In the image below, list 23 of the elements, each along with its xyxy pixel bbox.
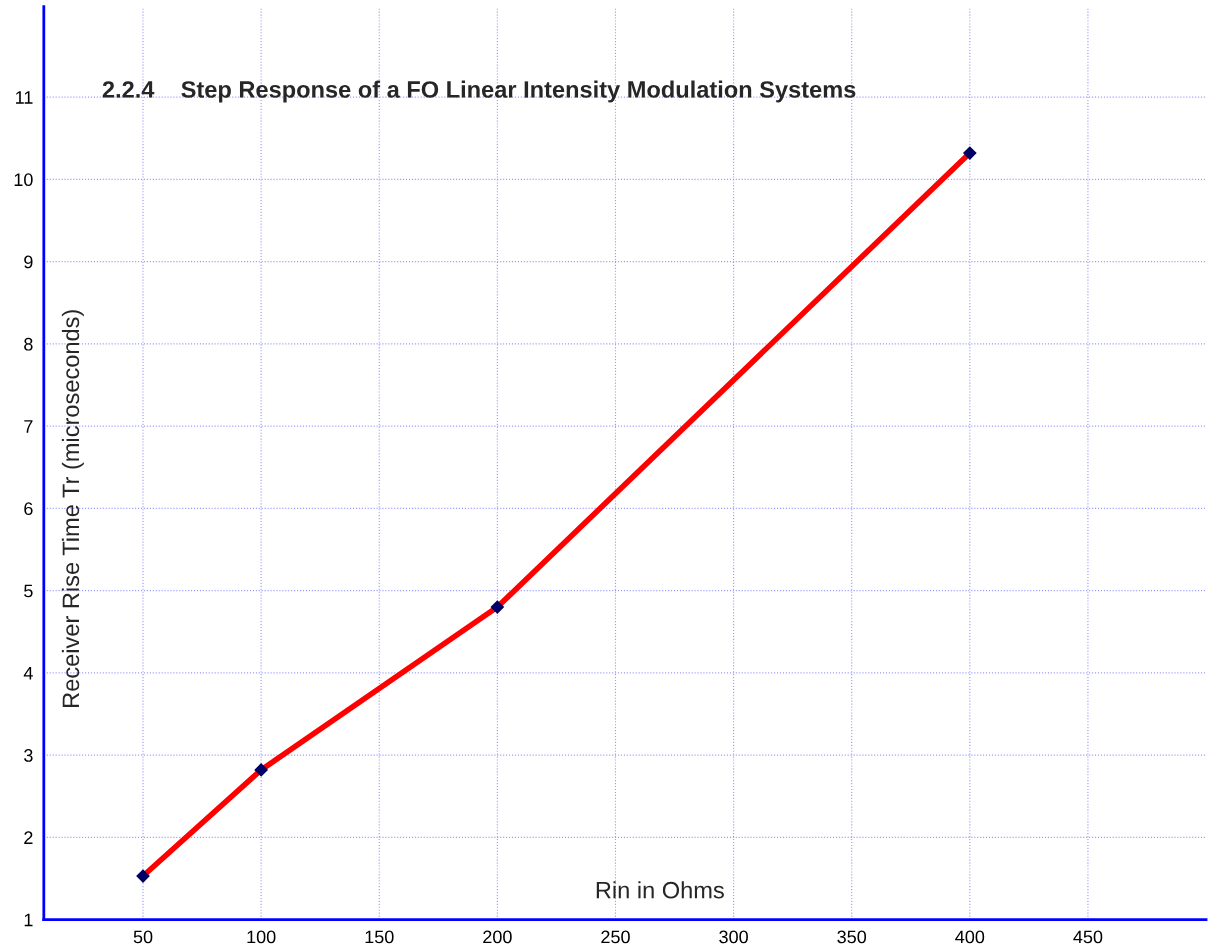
y-tick-label: 2 [24, 831, 33, 844]
x-tick-label: 300 [719, 930, 748, 944]
y-tick-label: 10 [14, 173, 33, 187]
x-tick-label: 150 [365, 930, 394, 944]
y-tick-label: 8 [24, 337, 33, 351]
y-tick-label: 1 [24, 913, 33, 927]
y-tick-label: 7 [24, 420, 33, 433]
x-axis-title: Rin in Ohms [596, 881, 724, 899]
text: 2.2.4 Step Response of a FO Linear Intensity Modulation Systems [102, 80, 856, 103]
x-tick-label: 200 [483, 930, 512, 944]
x-tick-label: 50 [133, 930, 153, 944]
x-tick-label: 400 [955, 930, 985, 944]
y-tick-label: 11 [16, 91, 33, 104]
x-tick-label: 450 [1073, 930, 1103, 944]
y-axis-title: Receiver Rise Time Tr (microseconds) [61, 310, 84, 707]
x-tick-label: 100 [247, 930, 276, 944]
y-tick-label: 9 [24, 255, 33, 269]
y-tick-label: 4 [23, 666, 33, 680]
y-tick-label: 6 [24, 502, 33, 516]
x-tick-label: 350 [837, 930, 867, 944]
x-tick-label: 250 [601, 930, 630, 944]
y-tick-label: 3 [24, 749, 33, 762]
y-tick-label: 5 [24, 584, 33, 598]
